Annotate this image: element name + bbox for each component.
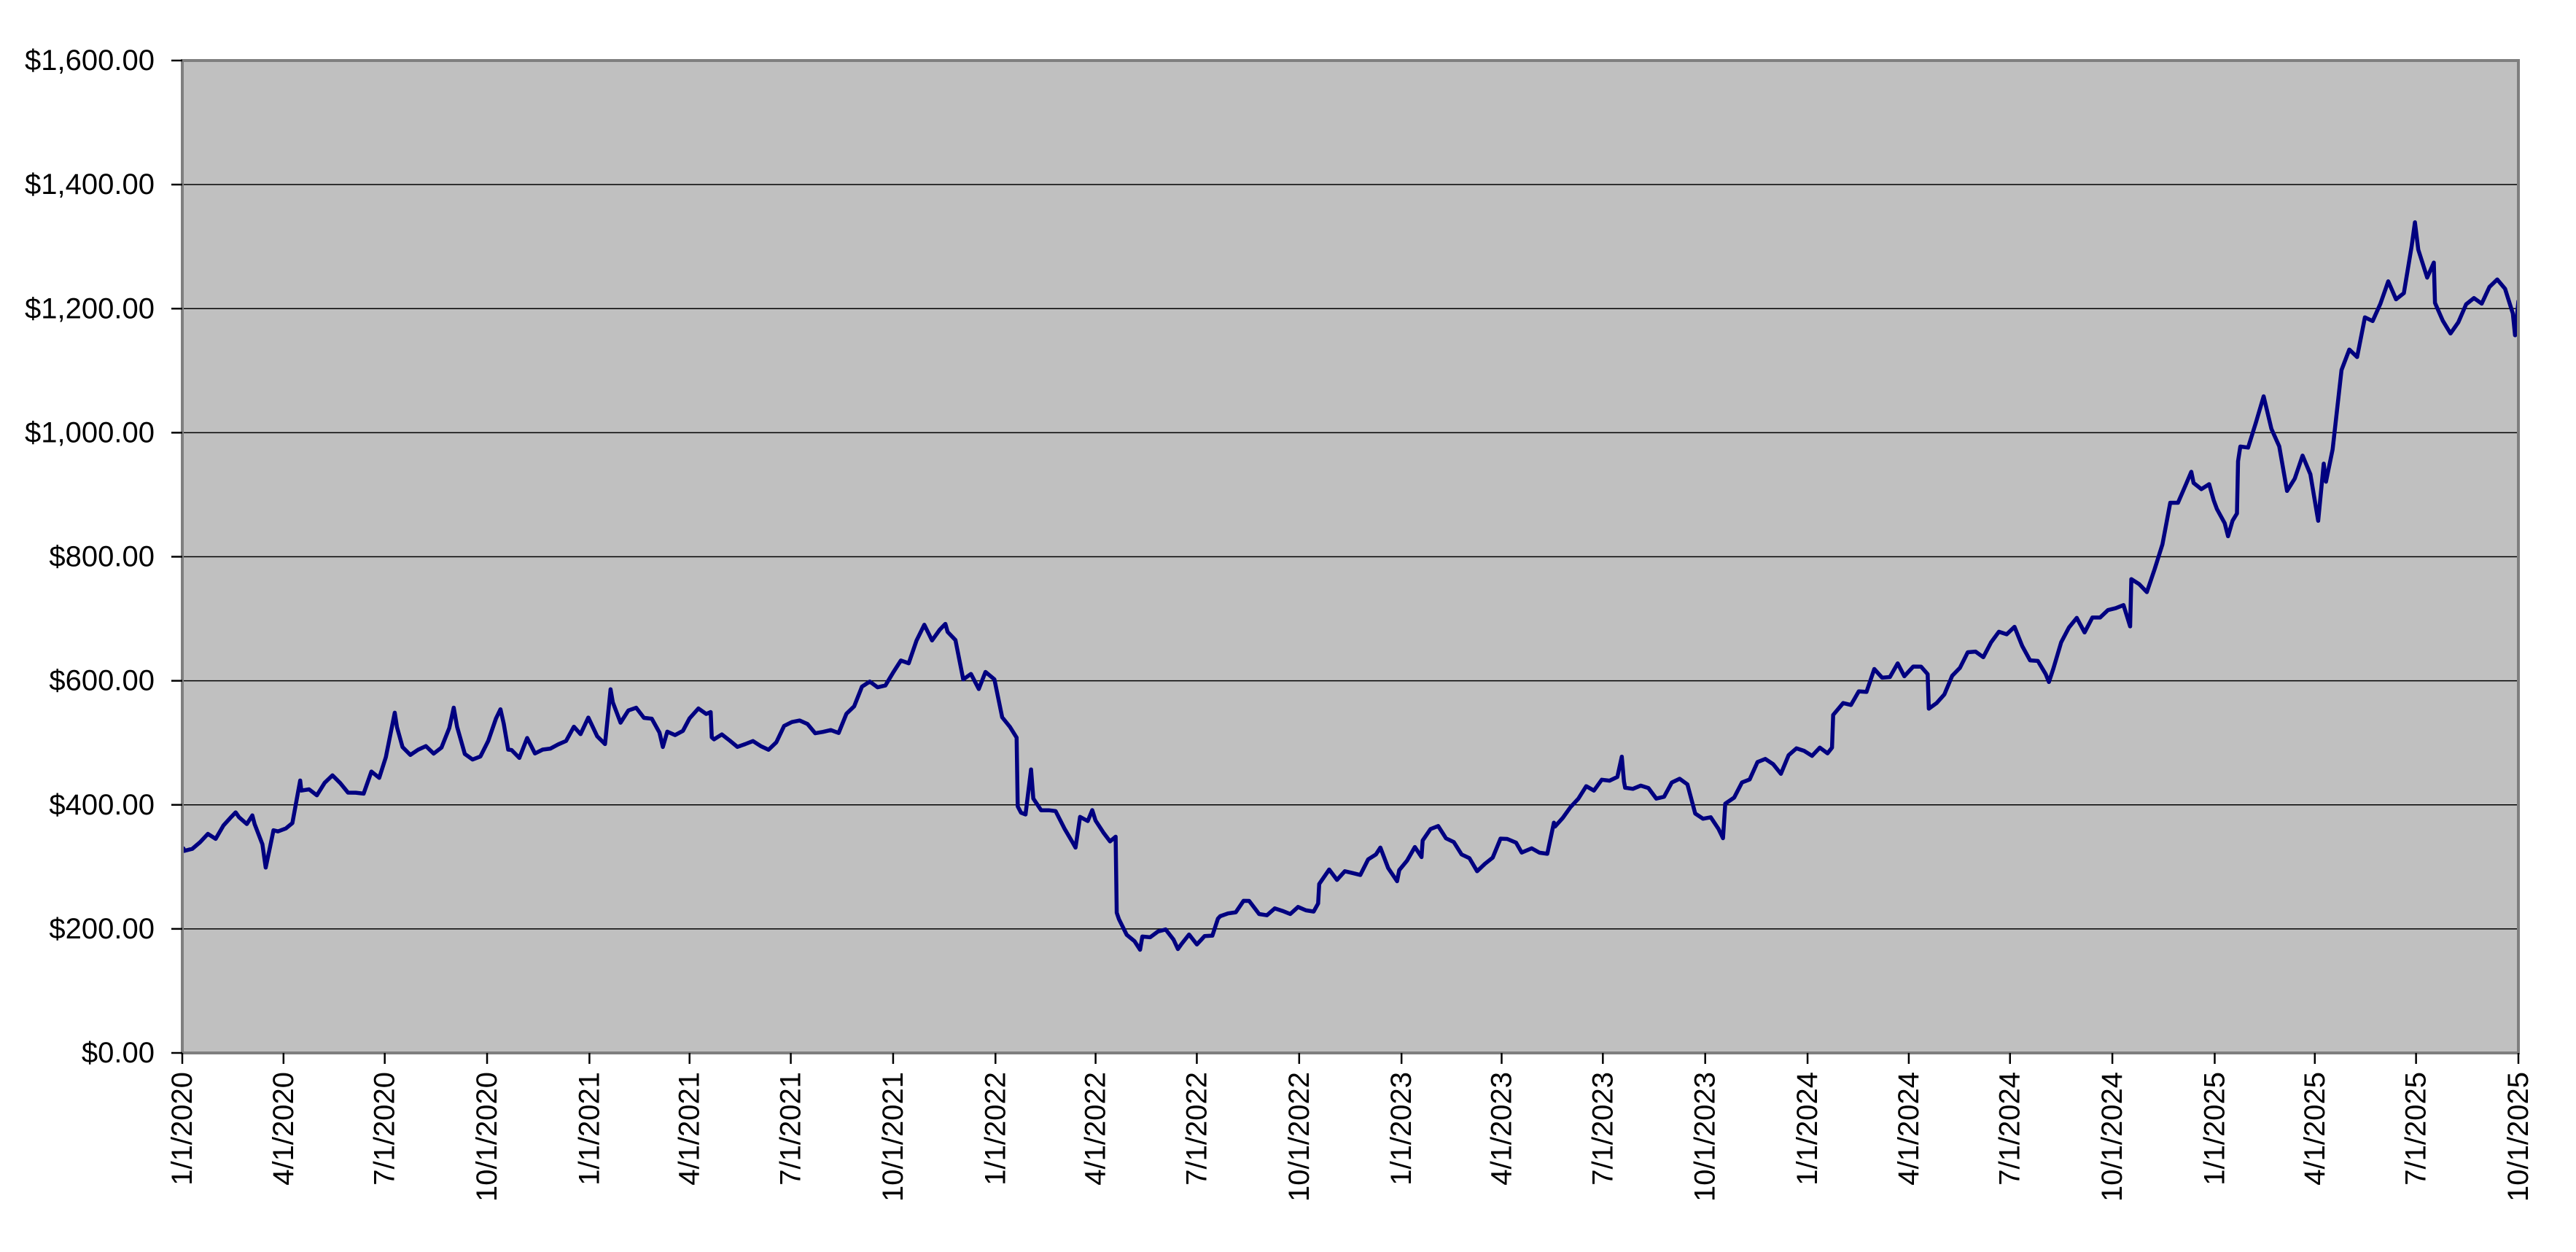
x-tick-label: 7/1/2024 (1994, 1072, 2026, 1186)
x-tick-label: 10/1/2020 (471, 1072, 503, 1202)
y-tick-label: $1,600.00 (25, 44, 155, 77)
x-tick-label: 4/1/2023 (1485, 1072, 1517, 1186)
x-tick-label: 4/1/2024 (1893, 1072, 1925, 1186)
y-tick-label: $0.00 (82, 1037, 155, 1069)
x-tick-label: 7/1/2022 (1180, 1072, 1213, 1186)
x-tick-label: 1/1/2021 (573, 1072, 605, 1186)
x-tick-label: 7/1/2020 (369, 1072, 401, 1186)
y-tick-label: $200.00 (49, 913, 155, 945)
y-tick-label: $400.00 (49, 789, 155, 821)
y-tick-label: $1,200.00 (25, 292, 155, 324)
x-tick-label: 1/1/2020 (166, 1072, 198, 1186)
x-tick-label: 7/1/2025 (2400, 1072, 2432, 1186)
x-tick-label: 10/1/2021 (877, 1072, 909, 1202)
x-tick-label: 1/1/2025 (2198, 1072, 2230, 1186)
x-tick-label: 4/1/2020 (268, 1072, 300, 1186)
x-tick-label: 10/1/2022 (1283, 1072, 1315, 1202)
x-tick-label: 7/1/2021 (775, 1072, 807, 1186)
x-tick-label: 1/1/2023 (1385, 1072, 1417, 1186)
x-tick-label: 10/1/2025 (2502, 1072, 2534, 1202)
y-tick-label: $1,400.00 (25, 168, 155, 201)
x-tick-label: 4/1/2021 (674, 1072, 706, 1186)
x-tick-label: 1/1/2024 (1791, 1072, 1824, 1186)
x-tick-label: 4/1/2025 (2299, 1072, 2331, 1186)
x-tick-label: 7/1/2023 (1587, 1072, 1619, 1186)
series-group (182, 220, 2518, 952)
y-tick-label: $800.00 (49, 541, 155, 573)
x-tick-label: 10/1/2024 (2096, 1072, 2128, 1202)
tick-marks-group (171, 59, 2520, 1064)
gridlines-group (182, 184, 2518, 930)
x-tick-label: 1/1/2022 (979, 1072, 1011, 1186)
price-line (182, 220, 2518, 952)
axis-labels-group: $0.00 $200.00 $400.00 $600.00 $800.00 $1,000.… (25, 44, 2534, 1202)
x-tick-label: 4/1/2022 (1080, 1072, 1112, 1186)
y-tick-label: $1,000.00 (25, 416, 155, 448)
x-tick-label: 10/1/2023 (1689, 1072, 1721, 1202)
y-tick-label: $600.00 (49, 665, 155, 697)
